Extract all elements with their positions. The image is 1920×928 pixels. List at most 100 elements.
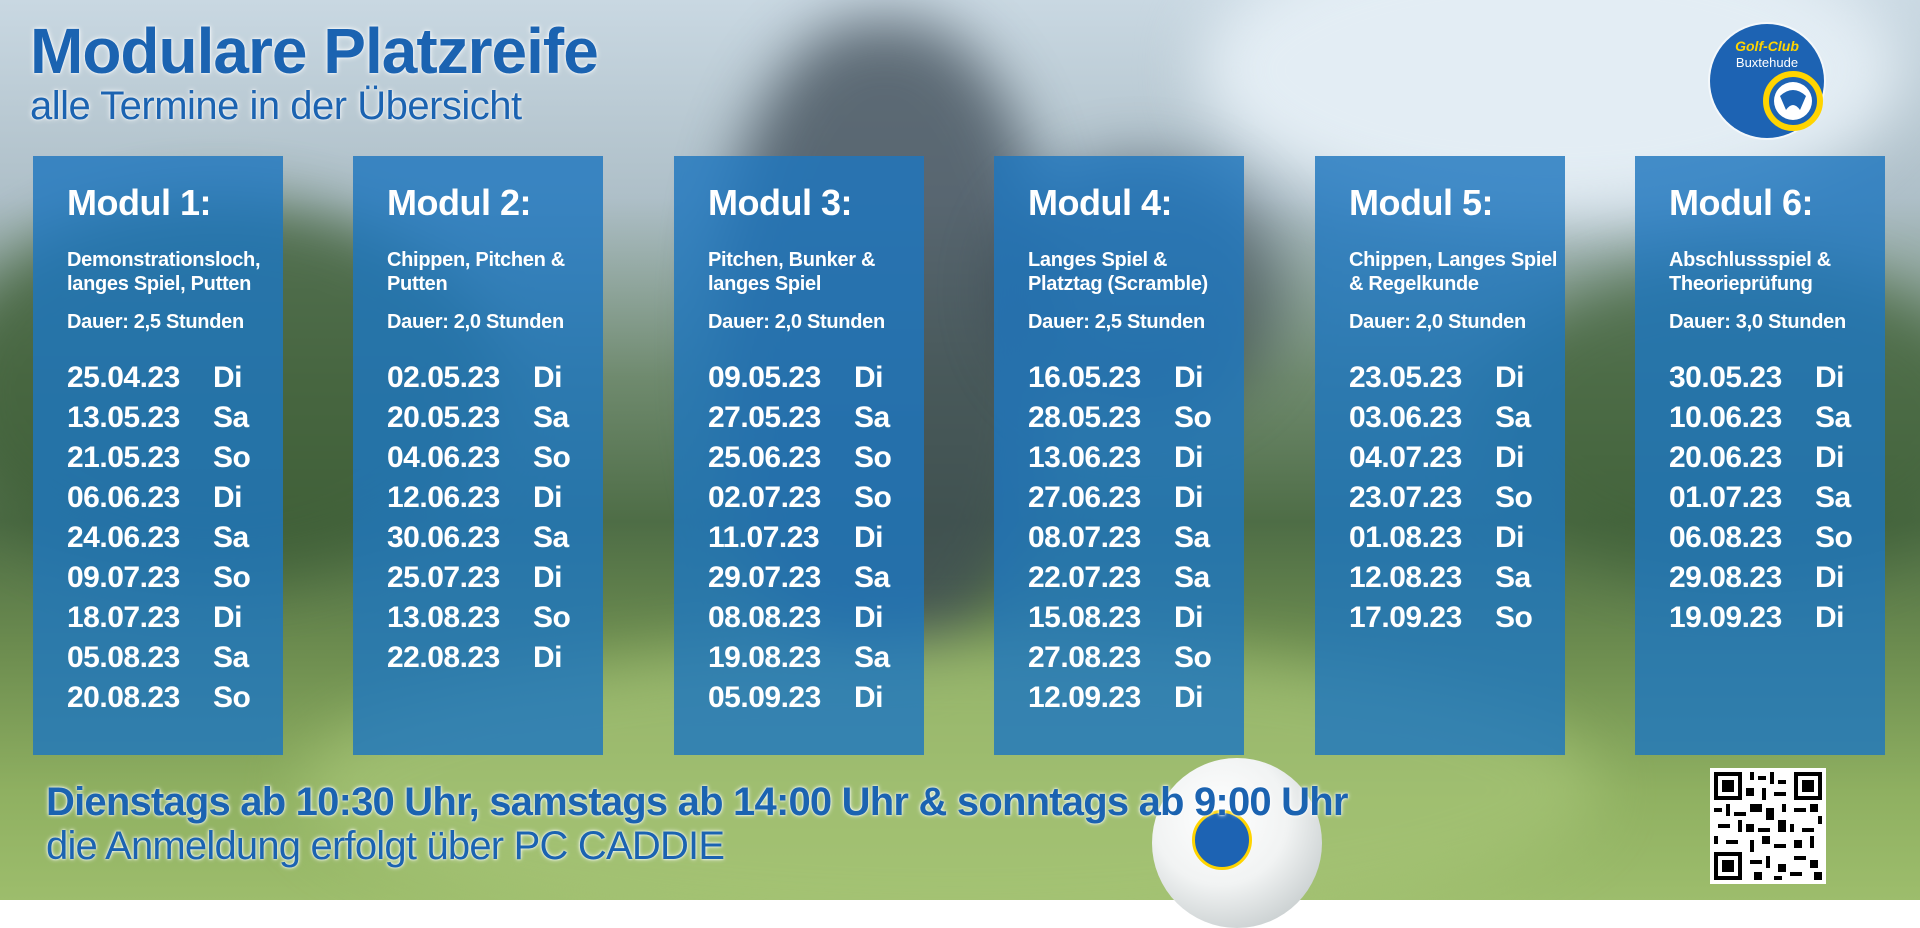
weekday: Sa bbox=[1495, 561, 1531, 594]
date: 28.05.23 bbox=[1028, 401, 1141, 434]
module-duration: Dauer: 2,0 Stunden bbox=[708, 311, 885, 333]
date: 22.07.23 bbox=[1028, 561, 1141, 594]
weekday: Sa bbox=[533, 401, 569, 434]
date: 02.05.23 bbox=[387, 361, 500, 394]
date-row: 08.08.23 Di bbox=[708, 601, 891, 641]
module-duration: Dauer: 2,0 Stunden bbox=[387, 311, 564, 333]
date-row: 27.06.23 Di bbox=[1028, 481, 1211, 521]
weekday: Di bbox=[213, 481, 243, 514]
date: 05.08.23 bbox=[67, 641, 180, 674]
module-description: Pitchen, Bunker & langes Spiel bbox=[708, 249, 876, 295]
weekday: Sa bbox=[854, 401, 890, 434]
date-row: 09.05.23 Di bbox=[708, 361, 891, 401]
date: 27.08.23 bbox=[1028, 641, 1141, 674]
date: 25.04.23 bbox=[67, 361, 180, 394]
weekday: Sa bbox=[213, 641, 249, 674]
date-list: 23.05.23 Di 03.06.23 Sa 04.07.23 Di 23.07.2… bbox=[1349, 361, 1533, 641]
date: 10.06.23 bbox=[1669, 401, 1782, 434]
module-card-1: Modul 1: Demonstrationsloch, langes Spie… bbox=[33, 156, 283, 755]
weekday: So bbox=[1174, 401, 1212, 434]
date: 20.06.23 bbox=[1669, 441, 1782, 474]
date-row: 25.07.23 Di bbox=[387, 561, 570, 601]
date: 20.08.23 bbox=[67, 681, 180, 714]
module-description: Chippen, Pitchen & Putten bbox=[387, 249, 565, 295]
date-row: 11.07.23 Di bbox=[708, 521, 891, 561]
weekday: Di bbox=[854, 681, 884, 714]
module-title: Modul 6: bbox=[1669, 182, 1813, 223]
weekday: Di bbox=[1495, 441, 1525, 474]
date: 22.08.23 bbox=[387, 641, 500, 674]
module-card-4: Modul 4: Langes Spiel & Platztag (Scramb… bbox=[994, 156, 1244, 755]
date-row: 04.06.23 So bbox=[387, 441, 571, 481]
module-card-5: Modul 5: Chippen, Langes Spiel & Regelku… bbox=[1315, 156, 1565, 755]
date: 12.06.23 bbox=[387, 481, 500, 514]
weekday: Sa bbox=[1815, 481, 1851, 514]
date: 09.05.23 bbox=[708, 361, 821, 394]
weekday: Sa bbox=[854, 641, 890, 674]
date: 11.07.23 bbox=[708, 521, 820, 554]
module-title: Modul 5: bbox=[1349, 182, 1493, 223]
date-row: 01.08.23 Di bbox=[1349, 521, 1532, 561]
date-row: 22.08.23 Di bbox=[387, 641, 570, 681]
ball-logo-icon bbox=[1192, 810, 1252, 870]
date: 12.08.23 bbox=[1349, 561, 1462, 594]
weekday: Di bbox=[1815, 561, 1845, 594]
date-row: 19.08.23 Sa bbox=[708, 641, 891, 681]
module-title: Modul 4: bbox=[1028, 182, 1172, 223]
module-title: Modul 1: bbox=[67, 182, 211, 223]
date: 29.07.23 bbox=[708, 561, 821, 594]
date-row: 13.05.23 Sa bbox=[67, 401, 250, 441]
module-title: Modul 3: bbox=[708, 182, 852, 223]
date-row: 27.05.23 Sa bbox=[708, 401, 891, 441]
qr-code-icon[interactable] bbox=[1710, 768, 1826, 884]
weekday: So bbox=[533, 601, 571, 634]
date: 03.06.23 bbox=[1349, 401, 1462, 434]
logo-line-1: Golf-Club bbox=[1735, 38, 1799, 54]
date: 13.08.23 bbox=[387, 601, 500, 634]
weekday: Di bbox=[1174, 441, 1204, 474]
date: 24.06.23 bbox=[67, 521, 180, 554]
date-row: 08.07.23 Sa bbox=[1028, 521, 1211, 561]
date: 12.09.23 bbox=[1028, 681, 1141, 714]
date: 02.07.23 bbox=[708, 481, 821, 514]
date: 25.06.23 bbox=[708, 441, 821, 474]
date: 13.06.23 bbox=[1028, 441, 1141, 474]
weekday: Di bbox=[1815, 441, 1845, 474]
date-list: 25.04.23 Di 13.05.23 Sa 21.05.23 So 06.06.2… bbox=[67, 361, 251, 721]
weekday: So bbox=[1495, 481, 1533, 514]
date-row: 04.07.23 Di bbox=[1349, 441, 1532, 481]
date-row: 12.06.23 Di bbox=[387, 481, 570, 521]
logo-line-2: Buxtehude bbox=[1735, 55, 1799, 70]
weekday: Di bbox=[854, 361, 884, 394]
date: 04.06.23 bbox=[387, 441, 500, 474]
date: 23.07.23 bbox=[1349, 481, 1462, 514]
date-row: 27.08.23 So bbox=[1028, 641, 1212, 681]
weekday: Sa bbox=[213, 521, 249, 554]
footer: Dienstags ab 10:30 Uhr, samstags ab 14:0… bbox=[46, 780, 1348, 868]
date-row: 17.09.23 So bbox=[1349, 601, 1533, 641]
date-row: 03.06.23 Sa bbox=[1349, 401, 1532, 441]
module-description: Abschlussspiel & Theorieprüfung bbox=[1669, 249, 1831, 295]
date-row: 02.07.23 So bbox=[708, 481, 892, 521]
date: 08.08.23 bbox=[708, 601, 821, 634]
weekday: So bbox=[533, 441, 571, 474]
schedule-times: Dienstags ab 10:30 Uhr, samstags ab 14:0… bbox=[46, 780, 1348, 824]
date-row: 29.07.23 Sa bbox=[708, 561, 891, 601]
weekday: Sa bbox=[533, 521, 569, 554]
date: 23.05.23 bbox=[1349, 361, 1462, 394]
date-row: 02.05.23 Di bbox=[387, 361, 570, 401]
date-row: 20.05.23 Sa bbox=[387, 401, 570, 441]
date-row: 19.09.23 Di bbox=[1669, 601, 1852, 641]
weekday: Di bbox=[213, 601, 243, 634]
weekday: Di bbox=[1495, 521, 1525, 554]
golf-club-logo: Golf-Club Buxtehude bbox=[1710, 24, 1824, 138]
date-row: 28.05.23 So bbox=[1028, 401, 1212, 441]
module-card-3: Modul 3: Pitchen, Bunker & langes Spiel … bbox=[674, 156, 924, 755]
date-row: 24.06.23 Sa bbox=[67, 521, 250, 561]
module-card-6: Modul 6: Abschlussspiel & Theorieprüfung… bbox=[1635, 156, 1885, 755]
date-row: 30.06.23 Sa bbox=[387, 521, 570, 561]
date-list: 16.05.23 Di 28.05.23 So 13.06.23 Di 27.06.2… bbox=[1028, 361, 1212, 721]
date: 15.08.23 bbox=[1028, 601, 1141, 634]
weekday: So bbox=[213, 561, 251, 594]
date-row: 15.08.23 Di bbox=[1028, 601, 1211, 641]
